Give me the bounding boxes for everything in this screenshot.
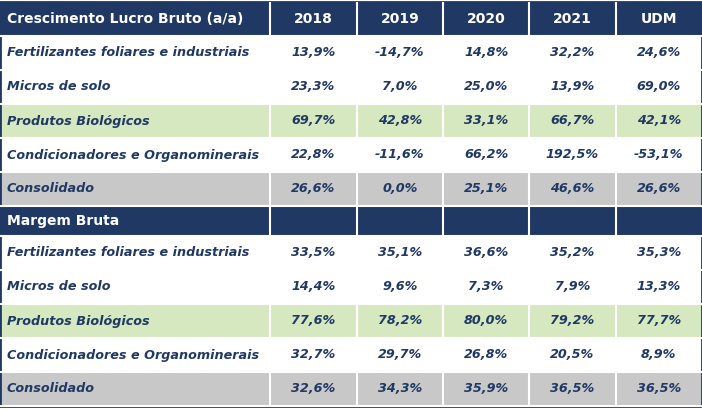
Text: 79,2%: 79,2% [550,315,595,328]
Text: 69,0%: 69,0% [637,81,681,94]
Text: 13,3%: 13,3% [637,281,681,294]
Text: 33,5%: 33,5% [291,247,336,259]
Text: 77,7%: 77,7% [637,315,681,328]
Text: Micros de solo: Micros de solo [7,281,110,294]
Text: Consolidado: Consolidado [7,182,95,196]
Text: 78,2%: 78,2% [378,315,422,328]
Text: 192,5%: 192,5% [546,148,599,162]
Text: 8,9%: 8,9% [641,348,677,362]
Text: -53,1%: -53,1% [634,148,684,162]
Bar [0,270,702,304]
Text: Micros de solo: Micros de solo [7,81,110,94]
Text: 2019: 2019 [380,12,419,26]
Text: 13,9%: 13,9% [550,81,595,94]
Bar [0,70,702,104]
Text: 0,0%: 0,0% [382,182,418,196]
Text: -11,6%: -11,6% [375,148,425,162]
Text: 7,0%: 7,0% [382,81,418,94]
Text: 26,6%: 26,6% [291,182,336,196]
Text: Fertilizantes foliares e industriais: Fertilizantes foliares e industriais [7,247,249,259]
Text: 66,7%: 66,7% [550,115,595,128]
Text: 32,7%: 32,7% [291,348,336,362]
Text: Produtos Biológicos: Produtos Biológicos [7,315,150,328]
Text: 80,0%: 80,0% [464,315,508,328]
Bar [0,138,702,172]
Text: 36,6%: 36,6% [464,247,508,259]
Text: 25,1%: 25,1% [464,182,508,196]
Text: UDM: UDM [641,12,677,26]
Text: Condicionadores e Organominerais: Condicionadores e Organominerais [7,148,259,162]
Text: Margem Bruta: Margem Bruta [7,214,119,228]
Bar [0,104,702,138]
Text: Produtos Biológicos: Produtos Biológicos [7,115,150,128]
Text: 46,6%: 46,6% [550,182,595,196]
Text: Crescimento Lucro Bruto (a/a): Crescimento Lucro Bruto (a/a) [7,12,244,26]
Text: Fertilizantes foliares e industriais: Fertilizantes foliares e industriais [7,47,249,59]
Bar [0,172,702,206]
Text: 29,7%: 29,7% [378,348,422,362]
Text: Condicionadores e Organominerais: Condicionadores e Organominerais [7,348,259,362]
Text: 7,9%: 7,9% [555,281,590,294]
Text: 7,3%: 7,3% [468,281,504,294]
Text: 2021: 2021 [553,12,592,26]
Bar [0,338,702,372]
Text: 32,2%: 32,2% [550,47,595,59]
Text: 14,4%: 14,4% [291,281,336,294]
Text: 20,5%: 20,5% [550,348,595,362]
Text: Consolidado: Consolidado [7,382,95,396]
Bar [0,304,702,338]
Text: 26,6%: 26,6% [637,182,681,196]
Text: -14,7%: -14,7% [375,47,425,59]
Text: 2020: 2020 [467,12,505,26]
Text: 77,6%: 77,6% [291,315,336,328]
Text: 23,3%: 23,3% [291,81,336,94]
Text: 35,1%: 35,1% [378,247,422,259]
Text: 24,6%: 24,6% [637,47,681,59]
Text: 35,3%: 35,3% [637,247,681,259]
Text: 36,5%: 36,5% [550,382,595,396]
Text: 35,2%: 35,2% [550,247,595,259]
Bar [0,2,702,36]
Text: 35,9%: 35,9% [464,382,508,396]
Bar [0,236,702,270]
Bar [0,206,702,236]
Text: 32,6%: 32,6% [291,382,336,396]
Text: 26,8%: 26,8% [464,348,508,362]
Text: 22,8%: 22,8% [291,148,336,162]
Text: 69,7%: 69,7% [291,115,336,128]
Text: 9,6%: 9,6% [382,281,418,294]
Text: 34,3%: 34,3% [378,382,422,396]
Text: 36,5%: 36,5% [637,382,681,396]
Bar [0,372,702,406]
Text: 14,8%: 14,8% [464,47,508,59]
Text: 66,2%: 66,2% [464,148,508,162]
Bar [0,36,702,70]
Text: 42,8%: 42,8% [378,115,422,128]
Text: 13,9%: 13,9% [291,47,336,59]
Text: 42,1%: 42,1% [637,115,681,128]
Text: 2018: 2018 [294,12,333,26]
Text: 33,1%: 33,1% [464,115,508,128]
Text: 25,0%: 25,0% [464,81,508,94]
